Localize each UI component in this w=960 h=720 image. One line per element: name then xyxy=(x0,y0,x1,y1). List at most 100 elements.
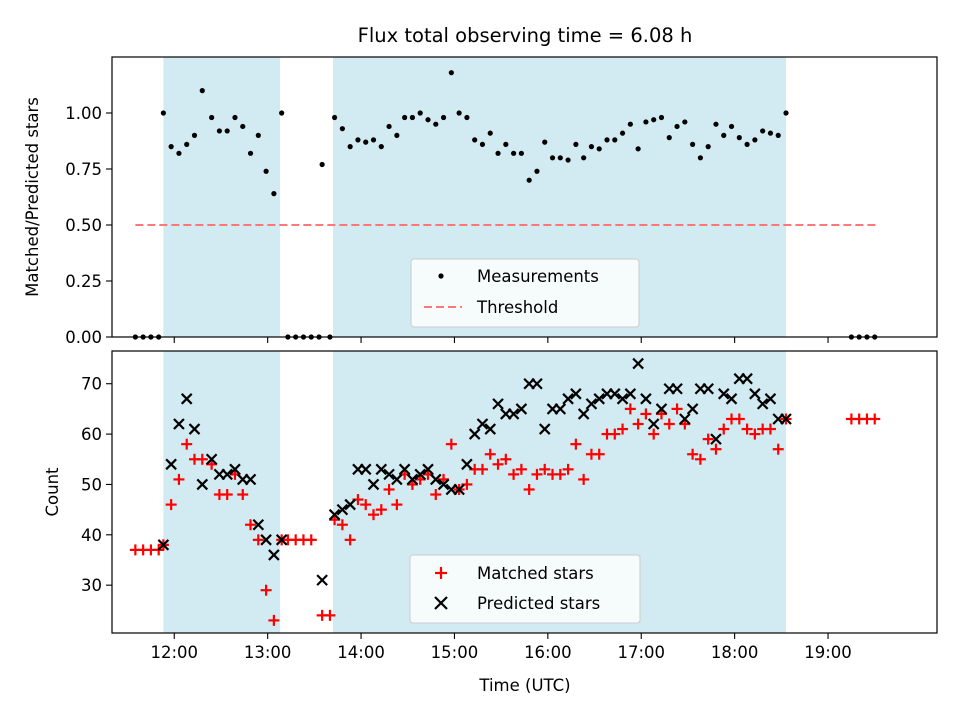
predicted-star-point xyxy=(180,393,193,405)
predicted-star-point xyxy=(749,388,761,400)
matched-star-point xyxy=(260,584,272,596)
matched-star-point xyxy=(383,483,395,495)
matched-star-point xyxy=(869,413,881,425)
measurement-point xyxy=(433,121,439,127)
matched-star-point xyxy=(344,534,356,546)
measurement-point xyxy=(767,130,774,136)
measurement-point xyxy=(479,141,486,147)
predicted-star-point xyxy=(268,549,280,561)
measurement-point xyxy=(279,110,285,116)
y-axis-ticks: 30 40 50 60 70 xyxy=(81,375,112,595)
predicted-star-point xyxy=(624,388,637,400)
matched-star-point xyxy=(694,453,706,465)
predicted-star-point xyxy=(422,463,434,476)
legend-label-predicted: Predicted stars xyxy=(477,594,600,613)
predicted-star-point xyxy=(429,473,442,486)
predicted-star-point xyxy=(655,403,668,415)
predicted-star-point xyxy=(593,393,605,405)
predicted-star-point xyxy=(484,423,497,435)
predicted-star-point xyxy=(507,408,520,420)
predicted-star-point xyxy=(375,463,388,476)
measurement-point xyxy=(417,110,423,116)
predicted-star-point xyxy=(165,458,177,471)
measurement-point xyxy=(666,135,672,141)
predicted-star-point xyxy=(647,418,660,430)
measurement-point xyxy=(760,128,766,134)
predicted-star-point xyxy=(562,393,574,405)
matched-star-point xyxy=(196,453,208,465)
measurement-point xyxy=(534,168,540,174)
legend-marker-predicted xyxy=(434,596,448,610)
predicted-star-point xyxy=(260,534,272,546)
predicted-star-point xyxy=(359,463,372,476)
legend-label-matched: Matched stars xyxy=(477,564,594,583)
matched-star-point xyxy=(593,448,605,460)
predicted-star-point xyxy=(609,388,621,400)
matched-star-point xyxy=(749,428,761,440)
matched-star-point xyxy=(539,463,551,475)
measurement-point xyxy=(339,126,345,132)
measurement-point xyxy=(728,123,735,130)
measurement-point xyxy=(240,123,246,130)
x-tick-label: 13:00 xyxy=(244,643,292,662)
matched-star-point xyxy=(609,428,621,440)
matched-star-point xyxy=(391,499,403,511)
measurement-point xyxy=(456,110,462,116)
axes-frame-bottom xyxy=(111,350,938,634)
x-axis-label: Time (UTC) xyxy=(478,676,570,695)
x-tick-label: 19:00 xyxy=(804,643,852,662)
measurement-point xyxy=(721,132,727,138)
predicted-star-point xyxy=(437,478,450,491)
matched-star-point xyxy=(632,418,644,430)
measurement-point xyxy=(697,155,703,161)
predicted-star-point xyxy=(205,453,218,466)
measurement-point xyxy=(573,141,579,147)
matched-star-point xyxy=(578,473,590,485)
y-tick-label: 50 xyxy=(81,475,102,494)
measurement-point xyxy=(184,141,190,147)
matched-star-point xyxy=(562,463,574,475)
measurement-point xyxy=(409,114,416,121)
predicted-star-point xyxy=(344,498,356,511)
predicted-star-point xyxy=(275,534,288,546)
measurement-point xyxy=(775,132,781,138)
predicted-star-point xyxy=(717,388,730,400)
y-tick-label: 0.75 xyxy=(65,160,102,179)
matched-star-point xyxy=(268,614,280,626)
measurement-point xyxy=(402,114,408,121)
x-tick-label: 14:00 xyxy=(337,643,385,662)
measurement-point xyxy=(627,121,633,127)
measurement-point xyxy=(518,150,524,156)
measurement-point xyxy=(511,150,517,156)
predicted-star-point xyxy=(196,478,209,491)
measurement-point xyxy=(752,137,758,143)
x-tick-label: 17:00 xyxy=(617,643,665,662)
measurement-point xyxy=(713,121,719,127)
measurement-points xyxy=(132,70,878,340)
predicted-star-point xyxy=(367,478,380,491)
measurement-point xyxy=(224,128,230,134)
legend-bottom: Matched stars Predicted stars xyxy=(409,554,641,624)
predicted-star-point xyxy=(229,463,241,476)
chart-title: Flux total observing time = 6.08 h xyxy=(358,24,693,47)
shaded-interval xyxy=(163,351,281,633)
predicted-star-point xyxy=(492,398,504,410)
predicted-star-point xyxy=(398,463,411,476)
predicted-star-point xyxy=(702,382,714,395)
matched-star-point xyxy=(237,489,249,501)
matched-star-point xyxy=(531,468,543,480)
measurement-point xyxy=(690,141,696,147)
measurement-point xyxy=(440,114,447,121)
measurement-point xyxy=(176,150,182,156)
predicted-star-point xyxy=(468,428,481,440)
predicted-star-point xyxy=(336,503,349,516)
measurement-point xyxy=(191,132,198,138)
y-tick-label: 60 xyxy=(81,425,102,444)
matched-star-point xyxy=(165,499,177,511)
measurement-point xyxy=(464,114,470,121)
predicted-star-point xyxy=(554,403,567,415)
legend-marker-matched xyxy=(435,567,447,579)
matched-star-point xyxy=(687,448,699,460)
measurement-point xyxy=(557,155,563,161)
matched-star-point xyxy=(570,438,582,450)
